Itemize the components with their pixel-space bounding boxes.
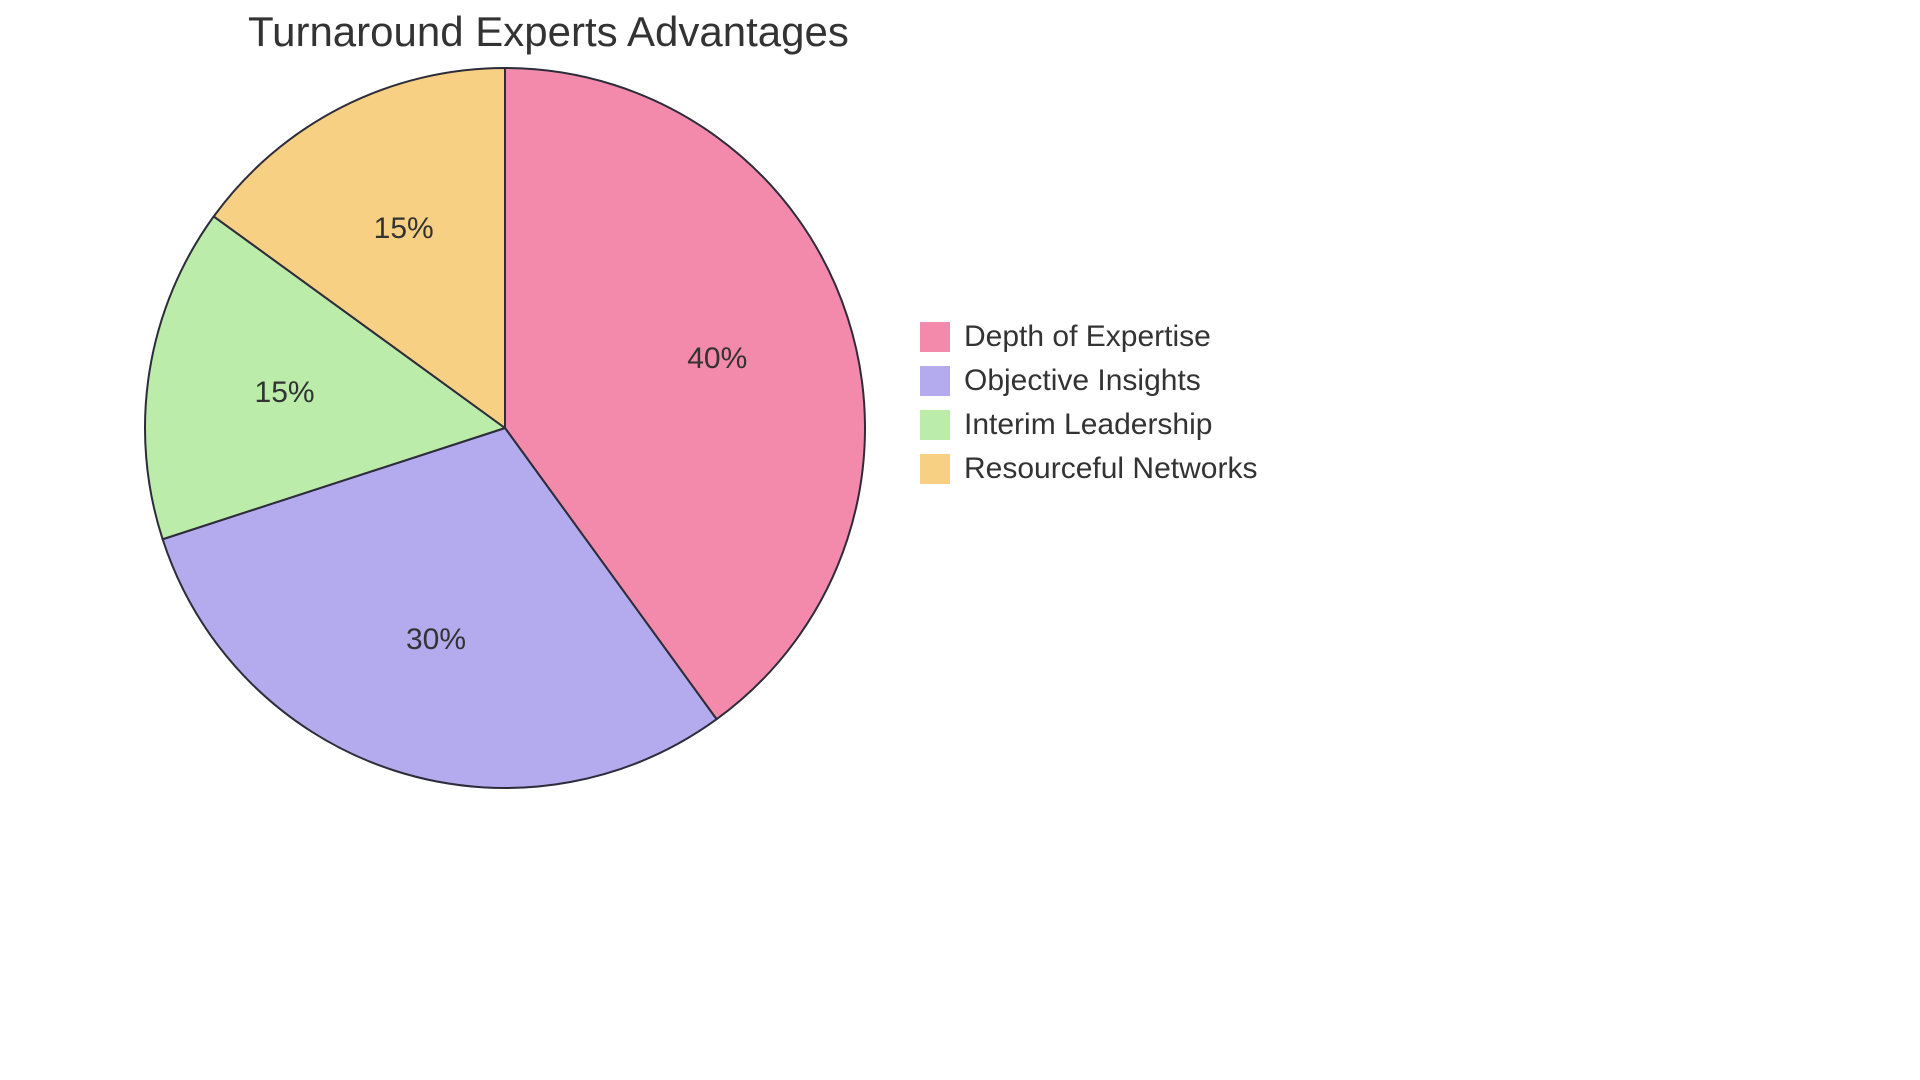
legend-swatch xyxy=(920,454,950,484)
legend-label: Resourceful Networks xyxy=(964,452,1257,486)
legend-item: Depth of Expertise xyxy=(920,320,1257,354)
legend: Depth of Expertise Objective Insights Inte… xyxy=(920,320,1257,486)
slice-label: 40% xyxy=(687,342,747,376)
legend-label: Depth of Expertise xyxy=(964,320,1211,354)
legend-item: Resourceful Networks xyxy=(920,452,1257,486)
slice-label: 30% xyxy=(406,623,466,657)
legend-swatch xyxy=(920,322,950,352)
slice-label: 15% xyxy=(255,376,315,410)
legend-swatch xyxy=(920,410,950,440)
legend-label: Interim Leadership xyxy=(964,408,1212,442)
chart-title: Turnaround Experts Advantages xyxy=(248,8,849,56)
chart-container: Turnaround Experts Advantages Depth of E… xyxy=(0,0,1920,1080)
legend-item: Objective Insights xyxy=(920,364,1257,398)
pie-chart xyxy=(141,64,869,792)
legend-item: Interim Leadership xyxy=(920,408,1257,442)
slice-label: 15% xyxy=(374,212,434,246)
legend-label: Objective Insights xyxy=(964,364,1201,398)
legend-swatch xyxy=(920,366,950,396)
